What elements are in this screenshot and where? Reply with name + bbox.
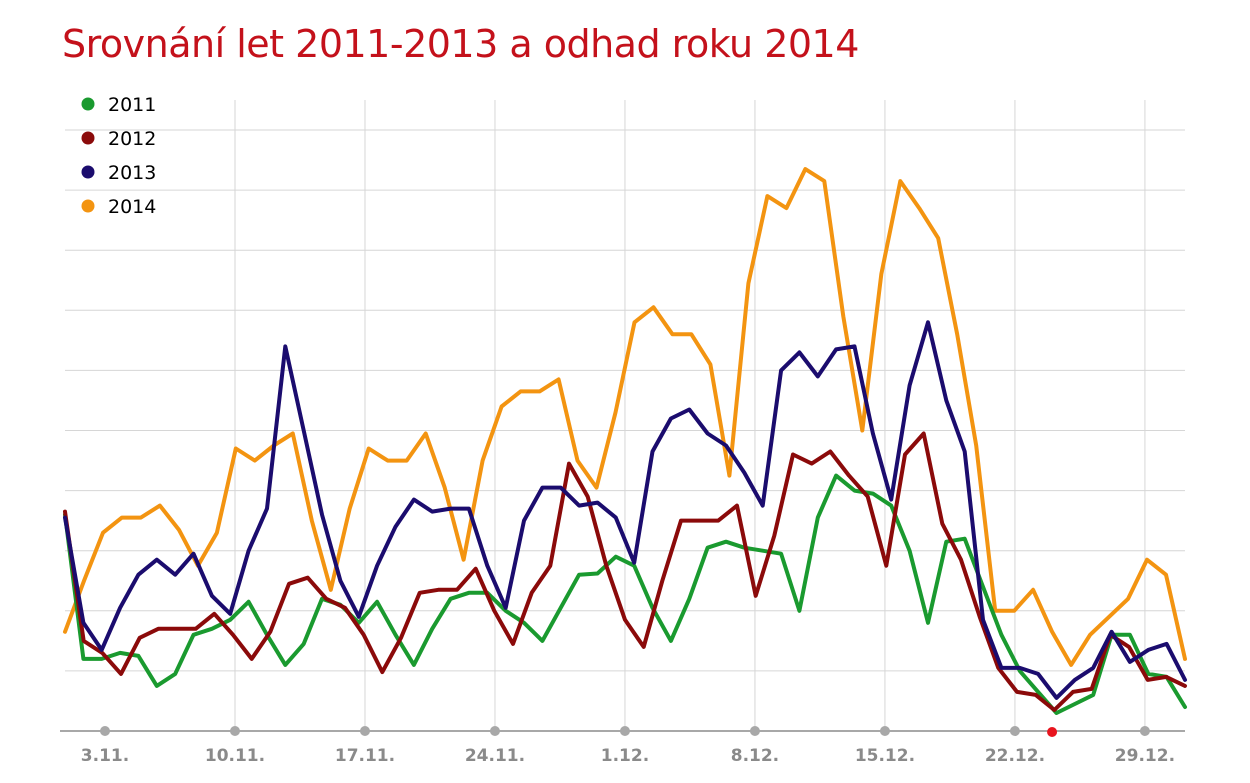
series-line-2012: [63, 431, 1187, 712]
x-tick-label: 1.12.: [601, 746, 649, 766]
legend-label-2013: 2013: [108, 162, 156, 184]
legend: 2011 2012 2013 2014: [81, 94, 156, 218]
legend-marker-2012: [81, 131, 95, 145]
x-tick-label: 3.11.: [81, 746, 129, 766]
legend-label-2012: 2012: [108, 128, 156, 150]
series-layer: [63, 167, 1187, 715]
chart-title: Srovnání let 2011-2013 a odhad roku 2014: [62, 22, 859, 66]
x-tick-label: 24.11.: [465, 746, 525, 766]
highlight-date-dot: [1047, 727, 1058, 737]
grid-lines: [65, 100, 1185, 731]
legend-marker-2013: [81, 165, 95, 179]
legend-marker-2014: [81, 199, 95, 213]
x-tick-label: 15.12.: [855, 746, 915, 766]
series-line-2014: [63, 167, 1187, 667]
series-line-2013: [63, 320, 1187, 700]
x-tick-label: 8.12.: [731, 746, 779, 766]
legend-label-2014: 2014: [108, 196, 156, 218]
legend-marker-2011: [81, 97, 95, 111]
legend-label-2011: 2011: [108, 94, 156, 116]
x-tick-label: 29.12.: [1115, 746, 1175, 766]
series-line-2011: [63, 473, 1187, 715]
x-axis: 3.11. 10.11. 17.11. 24.11. 1.12. 8.12. 15.12. 2…: [60, 726, 1185, 766]
x-tick-label: 17.11.: [335, 746, 395, 766]
x-tick-label: 22.12.: [985, 746, 1045, 766]
x-tick-label: 10.11.: [205, 746, 265, 766]
